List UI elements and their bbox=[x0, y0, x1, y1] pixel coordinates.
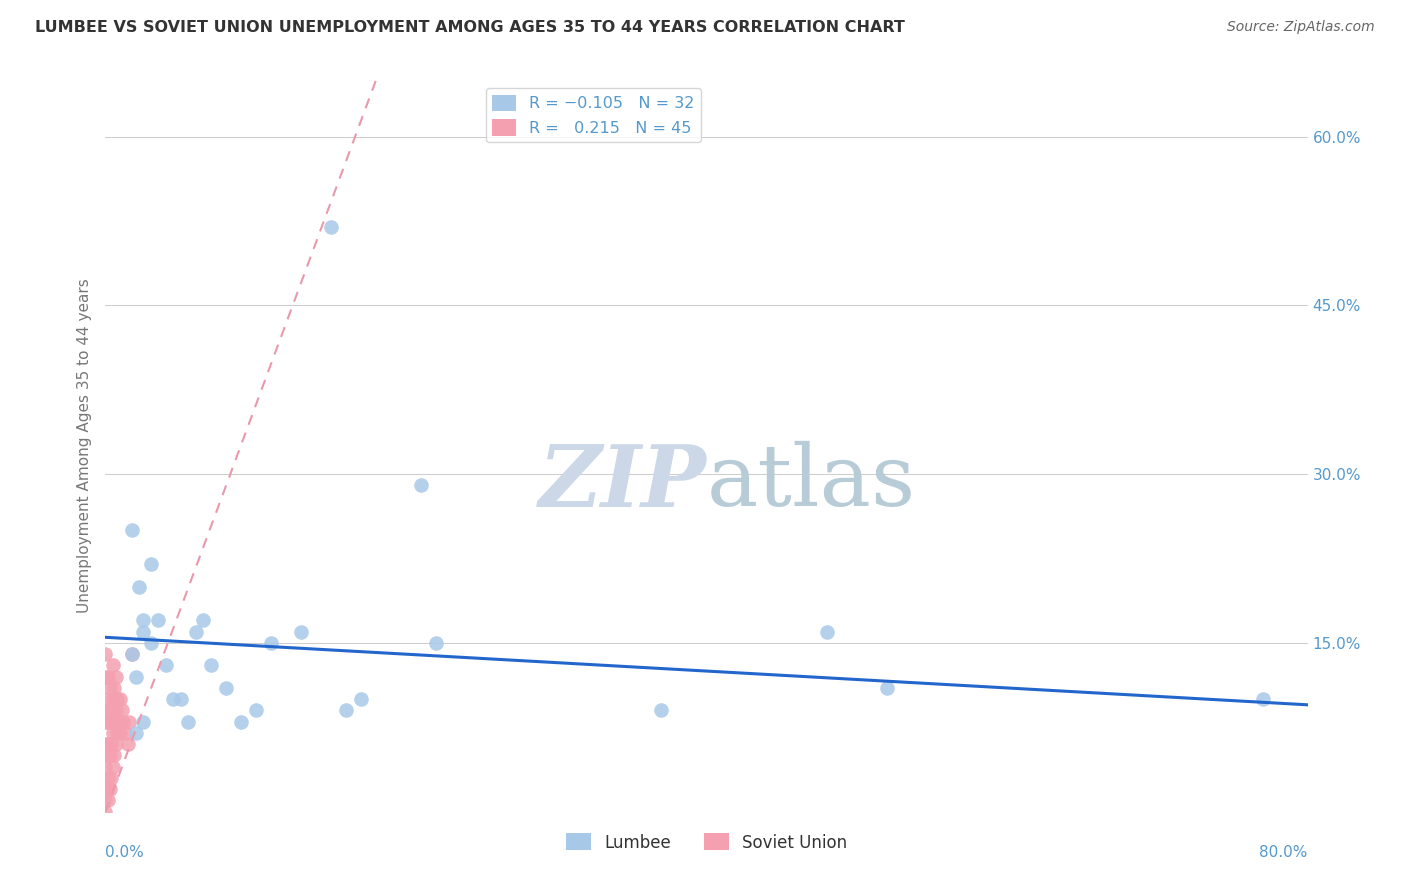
Legend: Lumbee, Soviet Union: Lumbee, Soviet Union bbox=[560, 827, 853, 858]
Point bbox=[184, 624, 207, 639]
Point bbox=[177, 714, 200, 729]
Point bbox=[104, 703, 127, 717]
Point bbox=[104, 737, 127, 751]
Point bbox=[94, 760, 117, 774]
Point bbox=[94, 782, 117, 797]
Point bbox=[124, 726, 146, 740]
Text: ZIP: ZIP bbox=[538, 441, 707, 524]
Point bbox=[112, 714, 135, 729]
Point bbox=[97, 703, 120, 717]
Point bbox=[96, 714, 118, 729]
Point bbox=[229, 714, 252, 729]
Point bbox=[139, 636, 162, 650]
Text: Source: ZipAtlas.com: Source: ZipAtlas.com bbox=[1227, 20, 1375, 34]
Point bbox=[1251, 692, 1274, 706]
Point bbox=[245, 703, 267, 717]
Point bbox=[110, 726, 132, 740]
Text: 0.0%: 0.0% bbox=[105, 845, 145, 860]
Point bbox=[96, 782, 118, 797]
Point bbox=[107, 726, 129, 740]
Point bbox=[101, 726, 124, 740]
Point bbox=[103, 714, 125, 729]
Point bbox=[98, 681, 121, 695]
Point bbox=[114, 726, 136, 740]
Point bbox=[319, 219, 342, 234]
Point bbox=[111, 703, 134, 717]
Point bbox=[121, 647, 143, 661]
Point bbox=[94, 714, 117, 729]
Point bbox=[191, 614, 214, 628]
Point bbox=[118, 714, 141, 729]
Point bbox=[110, 692, 132, 706]
Point bbox=[103, 681, 125, 695]
Point bbox=[104, 670, 127, 684]
Point bbox=[128, 580, 150, 594]
Point bbox=[100, 703, 122, 717]
Point bbox=[100, 737, 122, 751]
Point bbox=[162, 692, 184, 706]
Point bbox=[815, 624, 838, 639]
Point bbox=[98, 714, 121, 729]
Point bbox=[124, 670, 146, 684]
Point bbox=[132, 624, 155, 639]
Point bbox=[108, 714, 131, 729]
Y-axis label: Unemployment Among Ages 35 to 44 years: Unemployment Among Ages 35 to 44 years bbox=[77, 278, 93, 614]
Point bbox=[350, 692, 373, 706]
Point bbox=[97, 771, 120, 785]
Point bbox=[97, 670, 120, 684]
Point bbox=[101, 658, 124, 673]
Text: LUMBEE VS SOVIET UNION UNEMPLOYMENT AMONG AGES 35 TO 44 YEARS CORRELATION CHART: LUMBEE VS SOVIET UNION UNEMPLOYMENT AMON… bbox=[35, 20, 905, 35]
Point bbox=[425, 636, 447, 650]
Point bbox=[98, 748, 121, 763]
Point bbox=[335, 703, 357, 717]
Point bbox=[94, 793, 117, 807]
Point bbox=[260, 636, 283, 650]
Point bbox=[94, 647, 117, 661]
Point bbox=[107, 692, 129, 706]
Point bbox=[97, 793, 120, 807]
Point bbox=[214, 681, 236, 695]
Text: atlas: atlas bbox=[707, 441, 915, 524]
Point bbox=[94, 805, 117, 819]
Text: 80.0%: 80.0% bbox=[1260, 845, 1308, 860]
Point bbox=[100, 771, 122, 785]
Point bbox=[98, 782, 121, 797]
Point bbox=[101, 760, 124, 774]
Point bbox=[96, 748, 118, 763]
Point bbox=[94, 737, 117, 751]
Point bbox=[94, 670, 117, 684]
Point bbox=[132, 714, 155, 729]
Point bbox=[290, 624, 312, 639]
Point bbox=[103, 748, 125, 763]
Point bbox=[146, 614, 169, 628]
Point bbox=[121, 524, 143, 538]
Point bbox=[139, 557, 162, 571]
Point bbox=[169, 692, 191, 706]
Point bbox=[101, 692, 124, 706]
Point bbox=[155, 658, 177, 673]
Point bbox=[117, 737, 139, 751]
Point bbox=[409, 478, 432, 492]
Point bbox=[121, 647, 143, 661]
Point bbox=[132, 614, 155, 628]
Point bbox=[94, 692, 117, 706]
Point bbox=[200, 658, 222, 673]
Point bbox=[650, 703, 672, 717]
Point bbox=[97, 737, 120, 751]
Point bbox=[876, 681, 898, 695]
